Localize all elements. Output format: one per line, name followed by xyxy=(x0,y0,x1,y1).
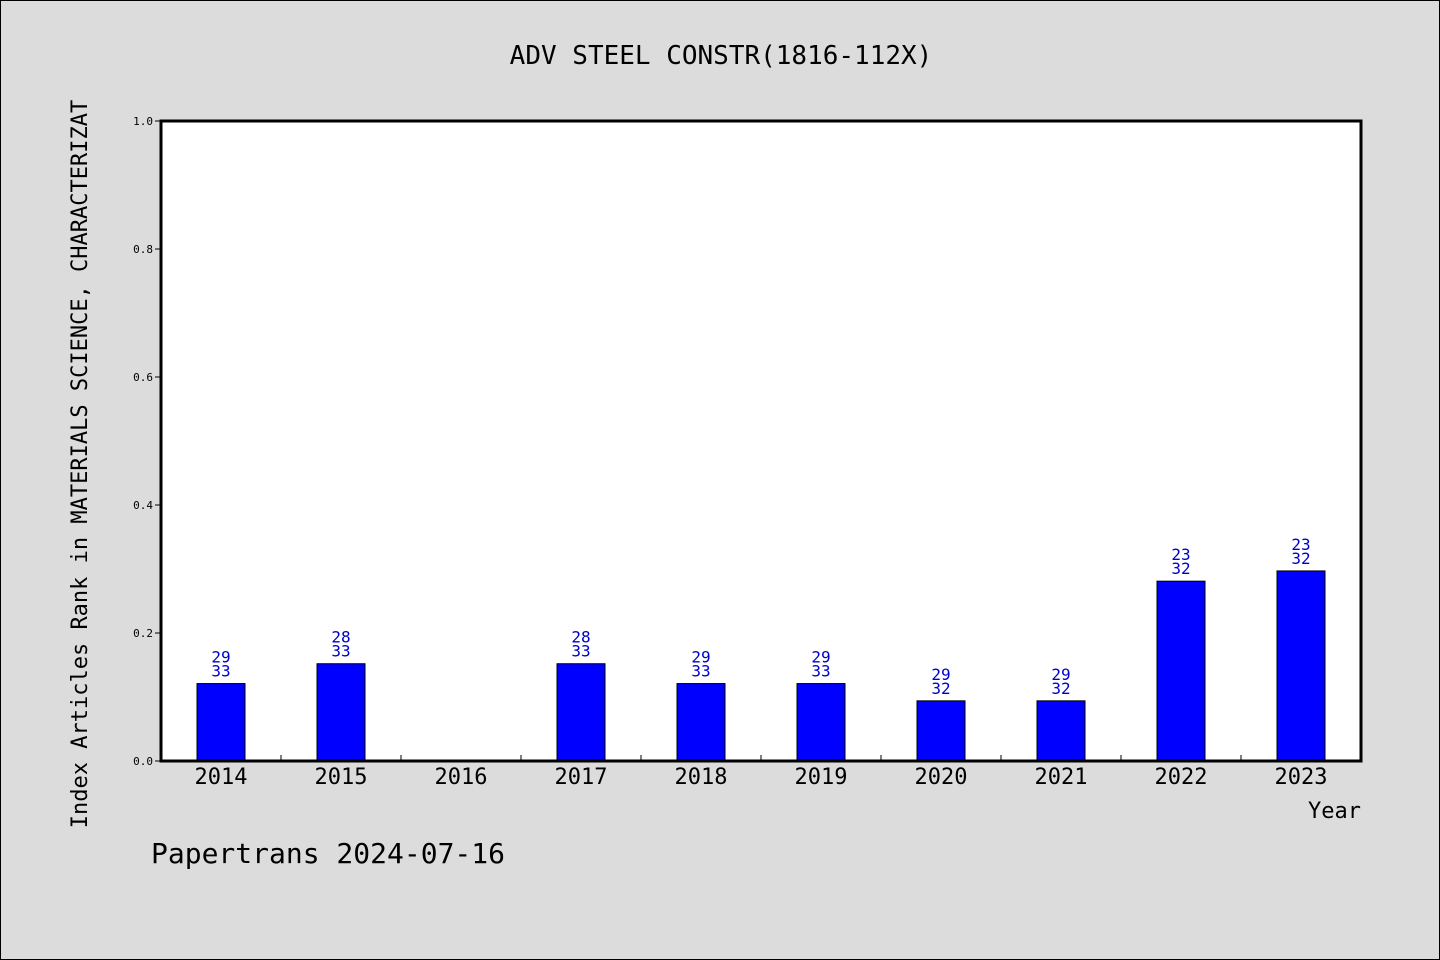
x-tick-label: 2020 xyxy=(915,765,968,790)
data-label-bottom: 33 xyxy=(691,662,710,681)
data-label-bottom: 32 xyxy=(1171,559,1190,578)
data-label-top: 28 xyxy=(571,628,590,647)
x-tick-label: 2016 xyxy=(435,765,488,790)
data-label-top: 29 xyxy=(811,648,830,667)
x-tick-label: 2018 xyxy=(675,765,728,790)
chart-title: ADV STEEL CONSTR(1816-112X) xyxy=(510,41,933,71)
bar-2015 xyxy=(316,663,366,762)
data-label-bottom: 33 xyxy=(571,642,590,661)
data-label-top: 29 xyxy=(1051,665,1070,684)
x-axis-label: Year xyxy=(1308,799,1361,824)
x-tick-label: 2019 xyxy=(795,765,848,790)
y-axis-ticks: 0.0 0.2 0.4 0.6 0.8 1.0 xyxy=(133,115,161,768)
bar-2014 xyxy=(196,683,246,762)
bar-2018 xyxy=(676,683,726,762)
bar-2022 xyxy=(1156,580,1206,762)
x-tick-label: 2017 xyxy=(555,765,608,790)
data-label-top: 28 xyxy=(331,628,350,647)
bar-2020 xyxy=(916,700,966,762)
x-axis-ticks: 2014 2015 2016 2017 2018 2019 2020 2021 2022 2023 xyxy=(195,755,1328,790)
x-tick-label: 2014 xyxy=(195,765,248,790)
data-label-bottom: 33 xyxy=(211,662,230,681)
bar-2021 xyxy=(1036,700,1086,762)
data-label-top: 23 xyxy=(1171,545,1190,564)
x-tick-label: 2021 xyxy=(1035,765,1088,790)
bars xyxy=(196,570,1326,762)
y-axis-label: Index Articles Rank in MATERIALS SCIENCE… xyxy=(68,100,93,828)
x-tick-label: 2023 xyxy=(1275,765,1328,790)
x-tick-label: 2022 xyxy=(1155,765,1208,790)
data-label-top: 23 xyxy=(1291,535,1310,554)
y-tick-label: 0.8 xyxy=(133,243,153,256)
bar-2019 xyxy=(796,683,846,762)
x-tick-label: 2015 xyxy=(315,765,368,790)
data-label-bottom: 32 xyxy=(1291,549,1310,568)
plot-border xyxy=(159,119,1363,763)
data-label-bottom: 33 xyxy=(811,662,830,681)
y-tick-label: 0.2 xyxy=(133,627,153,640)
data-label-top: 29 xyxy=(211,648,230,667)
data-label-bottom: 32 xyxy=(1051,679,1070,698)
y-tick-label: 1.0 xyxy=(133,115,153,128)
data-label-bottom: 32 xyxy=(931,679,950,698)
data-label-top: 29 xyxy=(931,665,950,684)
footer-text: Papertrans 2024-07-16 xyxy=(151,837,505,870)
data-label-top: 29 xyxy=(691,648,710,667)
y-tick-label: 0.6 xyxy=(133,371,153,384)
bar-2023 xyxy=(1276,570,1326,762)
bar-2017 xyxy=(556,663,606,762)
y-tick-label: 0.0 xyxy=(133,755,153,768)
data-label-bottom: 33 xyxy=(331,642,350,661)
y-tick-label: 0.4 xyxy=(133,499,153,512)
